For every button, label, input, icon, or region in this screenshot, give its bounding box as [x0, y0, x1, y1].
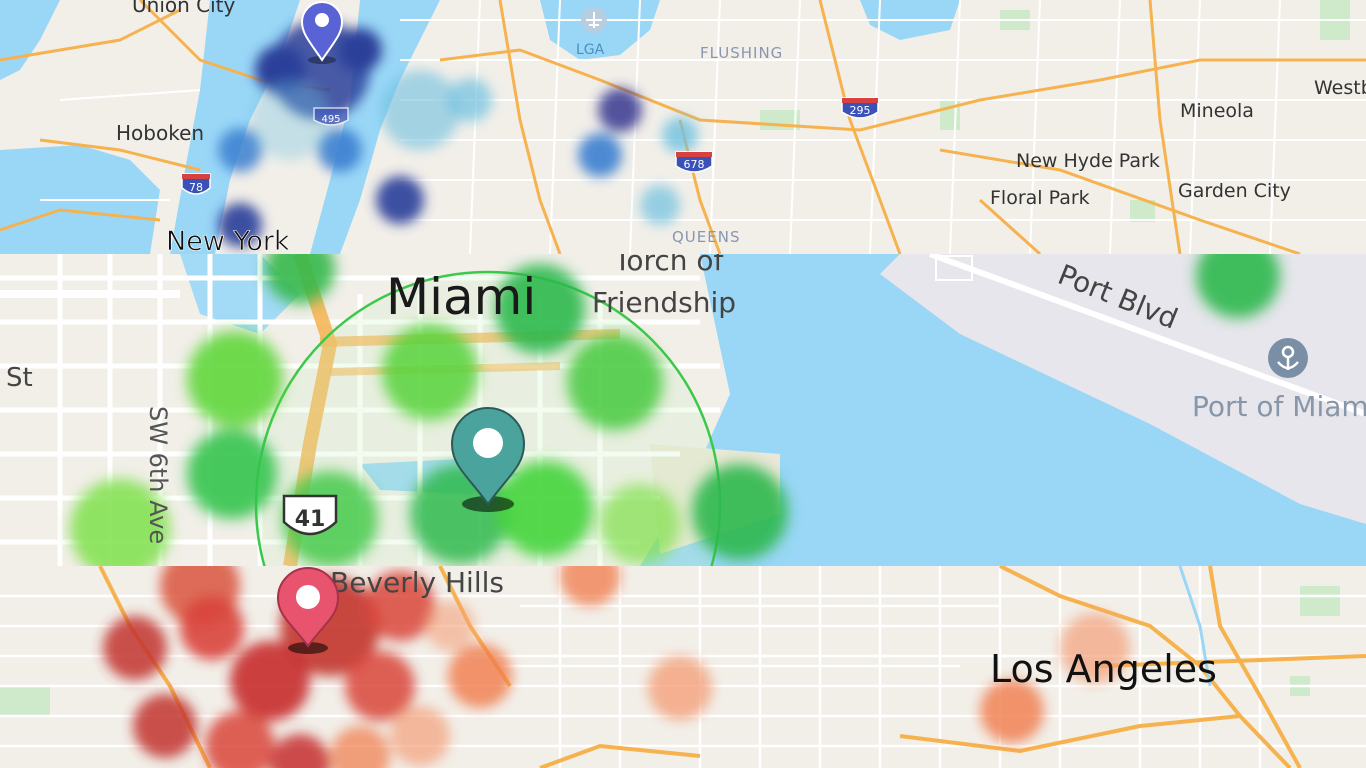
map-pin-icon[interactable]	[300, 1, 344, 64]
i295-number: 295	[850, 104, 871, 117]
map-panel-miami[interactable]: 41 Miami Torch of Friendship Port Blvd P…	[0, 254, 1366, 566]
label-friendship: Friendship	[592, 286, 736, 319]
i78-number: 78	[189, 181, 203, 194]
label-sw-6th-ave: SW 6th Ave	[144, 406, 172, 544]
label-torch-of: Torch of	[613, 254, 725, 277]
label-westbury: Westb	[1314, 77, 1366, 99]
label-st: St	[6, 363, 33, 393]
water-body	[0, 0, 60, 80]
heatmap-layer	[103, 566, 1130, 768]
label-los-angeles: Los Angeles	[990, 647, 1217, 691]
label-new-hyde-park: New Hyde Park	[1016, 150, 1160, 172]
port-icon[interactable]	[1268, 338, 1308, 378]
port-building	[935, 255, 973, 281]
label-miami: Miami	[386, 268, 536, 326]
i495-number: 495	[321, 114, 340, 125]
label-beverly-hills: Beverly Hills	[330, 566, 504, 599]
label-garden-city: Garden City	[1178, 180, 1291, 202]
map-pin-icon[interactable]	[450, 407, 526, 512]
i678-number: 678	[684, 158, 705, 171]
river	[1178, 566, 1212, 687]
label-lga: LGA	[576, 42, 605, 58]
interstate-shield-icon	[181, 173, 211, 195]
park	[1130, 200, 1155, 222]
port-road	[928, 254, 1366, 417]
los-angeles-map[interactable]: Beverly Hills Los Angeles	[0, 566, 1366, 768]
airport-icon[interactable]	[581, 7, 607, 33]
park	[1300, 586, 1340, 616]
label-floral-park: Floral Park	[990, 187, 1090, 209]
label-new-york: New York	[166, 226, 290, 254]
heatmap-layer	[218, 20, 698, 247]
label-union-city: Union City	[132, 0, 236, 17]
us-route-shield-icon: 41	[282, 494, 338, 536]
label-queens: QUEENS	[672, 228, 740, 246]
east-river	[310, 0, 440, 254]
us41-number: 41	[295, 507, 326, 532]
miami-map[interactable]: 41 Miami Torch of Friendship Port Blvd P…	[0, 254, 1366, 566]
interstate-shield-icon	[675, 151, 713, 173]
label-port-of-miami: Port of Miam	[1192, 390, 1366, 423]
park	[0, 686, 50, 716]
map-panel-new-york[interactable]: 78 295 678 495 Union City Hoboken New Yo…	[0, 0, 1366, 254]
interstate-shield-icon	[313, 107, 349, 126]
map-panel-los-angeles[interactable]: Beverly Hills Los Angeles	[0, 566, 1366, 768]
new-york-map[interactable]: 78 295 678 495 Union City Hoboken New Yo…	[0, 0, 1366, 254]
label-flushing: FLUSHING	[700, 44, 783, 62]
port-island	[880, 254, 1366, 524]
interstate-shield-icon	[841, 97, 879, 119]
map-pin-icon[interactable]	[276, 567, 340, 654]
label-hoboken: Hoboken	[116, 121, 204, 145]
label-mineola: Mineola	[1180, 100, 1254, 122]
highways	[0, 0, 1366, 254]
